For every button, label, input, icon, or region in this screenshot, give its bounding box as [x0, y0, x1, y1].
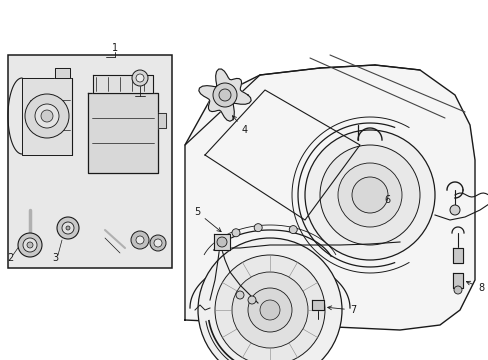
Circle shape [260, 300, 280, 320]
Circle shape [25, 94, 69, 138]
Circle shape [453, 286, 461, 294]
Text: 8: 8 [466, 281, 483, 293]
Text: 2: 2 [7, 253, 13, 263]
Circle shape [254, 224, 262, 231]
Circle shape [18, 233, 42, 257]
Circle shape [131, 231, 149, 249]
Circle shape [213, 83, 237, 107]
Circle shape [289, 226, 297, 234]
Circle shape [247, 288, 291, 332]
Circle shape [198, 238, 341, 360]
Circle shape [337, 163, 401, 227]
Circle shape [217, 237, 226, 247]
Circle shape [247, 296, 256, 304]
Polygon shape [55, 68, 70, 78]
Circle shape [132, 70, 148, 86]
Circle shape [57, 217, 79, 239]
Text: 6: 6 [383, 195, 389, 205]
Bar [8, 55, 172, 268]
Circle shape [62, 222, 74, 234]
Circle shape [136, 74, 143, 82]
Circle shape [231, 272, 307, 348]
Polygon shape [214, 234, 229, 250]
Circle shape [35, 104, 59, 128]
Polygon shape [184, 65, 474, 330]
Text: 1: 1 [112, 43, 118, 53]
Polygon shape [199, 69, 251, 121]
Polygon shape [93, 75, 153, 93]
Circle shape [27, 242, 33, 248]
Circle shape [136, 236, 143, 244]
Circle shape [231, 229, 240, 237]
Circle shape [219, 89, 230, 101]
Circle shape [236, 291, 244, 299]
Circle shape [41, 110, 53, 122]
Circle shape [66, 226, 70, 230]
Polygon shape [452, 248, 462, 263]
Circle shape [154, 239, 162, 247]
Polygon shape [158, 113, 165, 128]
Polygon shape [88, 93, 158, 173]
Circle shape [150, 235, 165, 251]
Polygon shape [452, 273, 462, 288]
Circle shape [215, 255, 325, 360]
Text: 4: 4 [232, 116, 247, 135]
Text: 7: 7 [327, 305, 355, 315]
Text: 5: 5 [193, 207, 221, 231]
Circle shape [305, 130, 434, 260]
Text: 3: 3 [52, 253, 58, 263]
Polygon shape [22, 78, 72, 155]
Circle shape [319, 145, 419, 245]
Circle shape [449, 205, 459, 215]
Circle shape [351, 177, 387, 213]
Polygon shape [311, 300, 324, 310]
Circle shape [23, 238, 37, 252]
